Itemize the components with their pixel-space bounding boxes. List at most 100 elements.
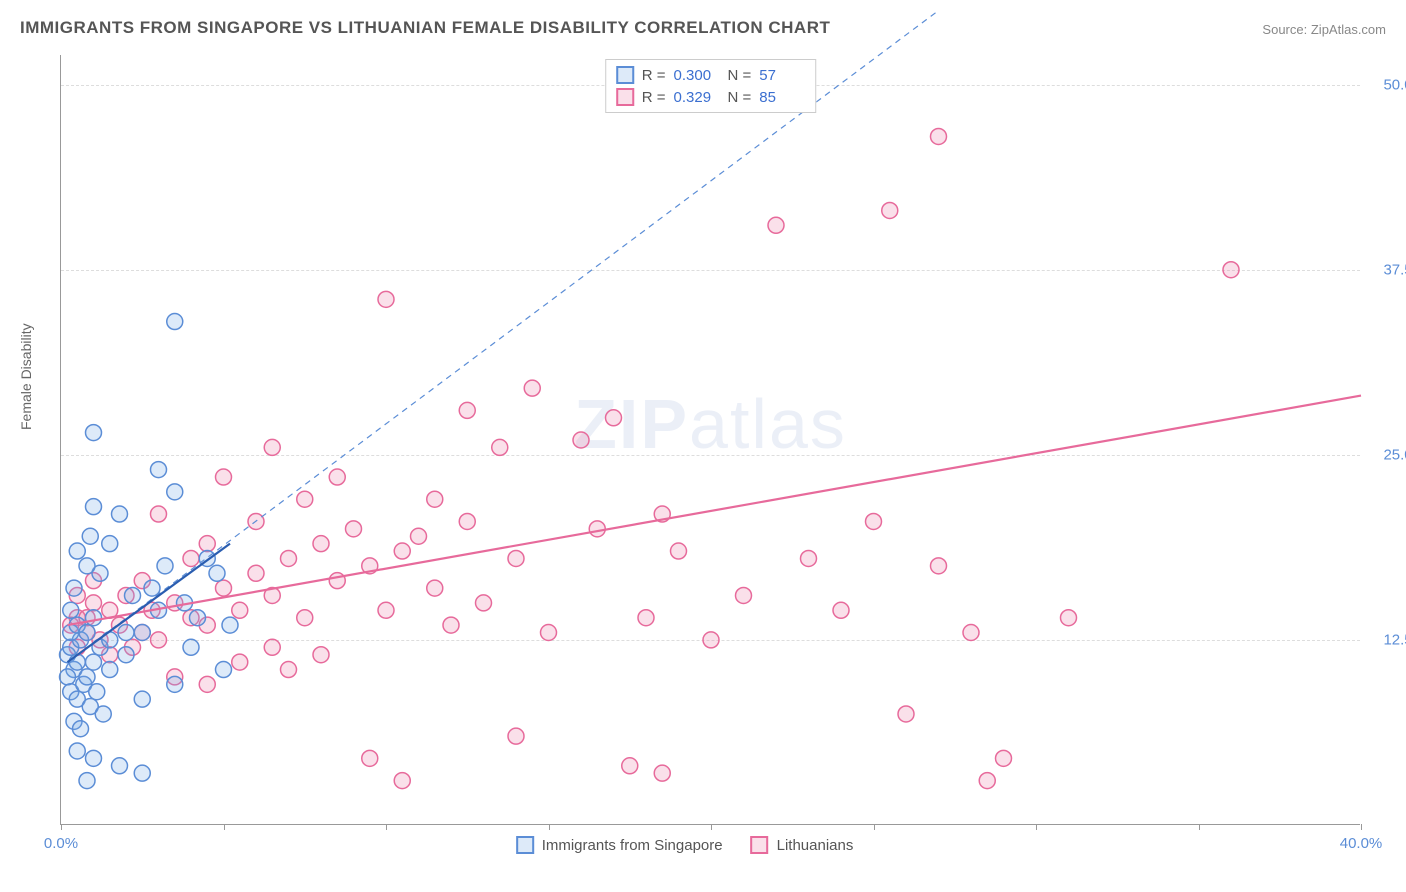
scatter-point (378, 291, 394, 307)
scatter-point (1061, 610, 1077, 626)
n-value-lithuanians: 85 (759, 89, 805, 106)
scatter-point (1223, 262, 1239, 278)
y-tick-label: 12.5% (1366, 631, 1406, 648)
scatter-point (768, 217, 784, 233)
scatter-point (427, 580, 443, 596)
scatter-point (216, 662, 232, 678)
scatter-point (996, 750, 1012, 766)
scatter-point (931, 558, 947, 574)
scatter-point (86, 654, 102, 670)
scatter-point (66, 580, 82, 596)
scatter-point (541, 625, 557, 641)
scatter-point (638, 610, 654, 626)
scatter-point (157, 558, 173, 574)
scatter-point (134, 691, 150, 707)
scatter-point (86, 425, 102, 441)
x-tick-mark (549, 824, 550, 830)
scatter-point (736, 587, 752, 603)
scatter-point (79, 558, 95, 574)
scatter-point (183, 639, 199, 655)
scatter-point (79, 625, 95, 641)
x-tick-mark (711, 824, 712, 830)
scatter-point (79, 773, 95, 789)
scatter-point (606, 410, 622, 426)
legend-label-lithuanians: Lithuanians (777, 837, 854, 854)
x-tick-mark (386, 824, 387, 830)
scatter-point (134, 765, 150, 781)
swatch-lithuanians (616, 88, 634, 106)
scatter-point (329, 573, 345, 589)
x-tick-mark (1361, 824, 1362, 830)
plot-area: ZIPatlas R = 0.300 N = 57 R = 0.329 N = … (60, 55, 1360, 825)
scatter-point (492, 439, 508, 455)
scatter-point (69, 654, 85, 670)
scatter-point (866, 513, 882, 529)
legend-item-singapore: Immigrants from Singapore (516, 836, 723, 854)
scatter-point (346, 521, 362, 537)
chart-svg (61, 55, 1360, 824)
n-label: N = (728, 89, 752, 106)
scatter-point (801, 550, 817, 566)
r-label: R = (642, 89, 666, 106)
scatter-point (654, 765, 670, 781)
scatter-point (63, 602, 79, 618)
scatter-point (508, 550, 524, 566)
scatter-point (112, 506, 128, 522)
scatter-point (963, 625, 979, 641)
scatter-point (183, 550, 199, 566)
source-label: Source: (1262, 22, 1307, 37)
scatter-point (443, 617, 459, 633)
scatter-point (622, 758, 638, 774)
scatter-point (459, 402, 475, 418)
scatter-point (86, 750, 102, 766)
r-value-lithuanians: 0.329 (674, 89, 720, 106)
scatter-point (89, 684, 105, 700)
legend-row-lithuanians: R = 0.329 N = 85 (616, 86, 806, 108)
source-value: ZipAtlas.com (1311, 22, 1386, 37)
scatter-point (167, 676, 183, 692)
scatter-point (82, 528, 98, 544)
scatter-point (144, 580, 160, 596)
x-tick-mark (1036, 824, 1037, 830)
scatter-point (573, 432, 589, 448)
scatter-point (378, 602, 394, 618)
scatter-point (199, 536, 215, 552)
scatter-point (589, 521, 605, 537)
scatter-point (69, 543, 85, 559)
y-tick-label: 25.0% (1366, 446, 1406, 463)
scatter-point (69, 743, 85, 759)
legend-row-singapore: R = 0.300 N = 57 (616, 64, 806, 86)
scatter-point (167, 314, 183, 330)
x-tick-mark (874, 824, 875, 830)
scatter-point (151, 462, 167, 478)
scatter-point (329, 469, 345, 485)
scatter-point (671, 543, 687, 559)
scatter-point (833, 602, 849, 618)
y-axis-label: Female Disability (18, 323, 34, 430)
scatter-point (281, 550, 297, 566)
x-tick-label: 0.0% (44, 835, 78, 852)
scatter-point (167, 484, 183, 500)
swatch-lithuanians-bottom (751, 836, 769, 854)
scatter-point (703, 632, 719, 648)
scatter-point (216, 469, 232, 485)
swatch-singapore-bottom (516, 836, 534, 854)
swatch-singapore (616, 66, 634, 84)
scatter-point (281, 662, 297, 678)
x-tick-mark (224, 824, 225, 830)
scatter-point (232, 602, 248, 618)
source-attribution: Source: ZipAtlas.com (1262, 22, 1386, 37)
scatter-point (362, 750, 378, 766)
legend-label-singapore: Immigrants from Singapore (542, 837, 723, 854)
scatter-point (524, 380, 540, 396)
scatter-point (86, 610, 102, 626)
scatter-point (411, 528, 427, 544)
scatter-point (60, 669, 76, 685)
legend-item-lithuanians: Lithuanians (751, 836, 854, 854)
scatter-point (476, 595, 492, 611)
scatter-point (313, 647, 329, 663)
scatter-point (125, 587, 141, 603)
n-value-singapore: 57 (759, 67, 805, 84)
scatter-point (297, 610, 313, 626)
scatter-point (898, 706, 914, 722)
